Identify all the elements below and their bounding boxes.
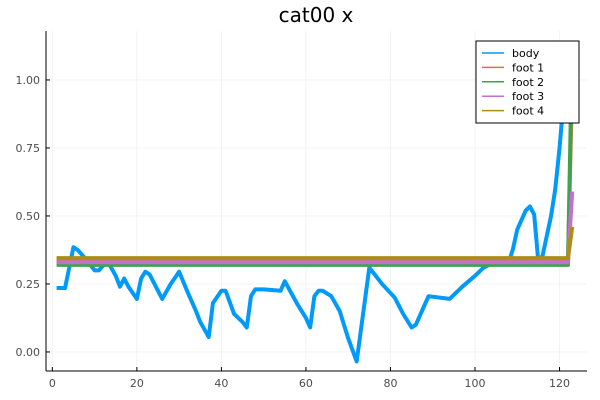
series-line-foot-4 bbox=[56, 226, 575, 261]
chart-title: cat00 x bbox=[279, 3, 354, 27]
x-tick-label: 60 bbox=[299, 377, 313, 390]
y-tick-label: 1.00 bbox=[16, 74, 41, 87]
y-tick-label: 0.50 bbox=[16, 210, 41, 223]
x-tick-label: 20 bbox=[130, 377, 144, 390]
legend-label: foot 4 bbox=[512, 105, 544, 118]
x-tick-label: 120 bbox=[549, 377, 570, 390]
y-tick-label: 0.75 bbox=[16, 142, 41, 155]
legend-label: foot 3 bbox=[512, 90, 544, 103]
axes: 0 20 40 60 80 100 120 0.00 0.25 0.50 0.75 1.00 bbox=[16, 31, 587, 390]
x-tick-label: 80 bbox=[383, 377, 397, 390]
x-tick-label: 0 bbox=[49, 377, 56, 390]
y-tick-label: 0.25 bbox=[16, 278, 41, 291]
y-tick-label: 0.00 bbox=[16, 346, 41, 359]
x-tick-label: 40 bbox=[214, 377, 228, 390]
series-line-body bbox=[56, 79, 575, 364]
series-line-foot-3 bbox=[56, 191, 575, 265]
legend-label: foot 2 bbox=[512, 76, 544, 89]
legend-label: body bbox=[512, 47, 540, 60]
grid bbox=[46, 31, 587, 371]
x-tick-label: 100 bbox=[464, 377, 485, 390]
legend-label: foot 1 bbox=[512, 61, 544, 74]
